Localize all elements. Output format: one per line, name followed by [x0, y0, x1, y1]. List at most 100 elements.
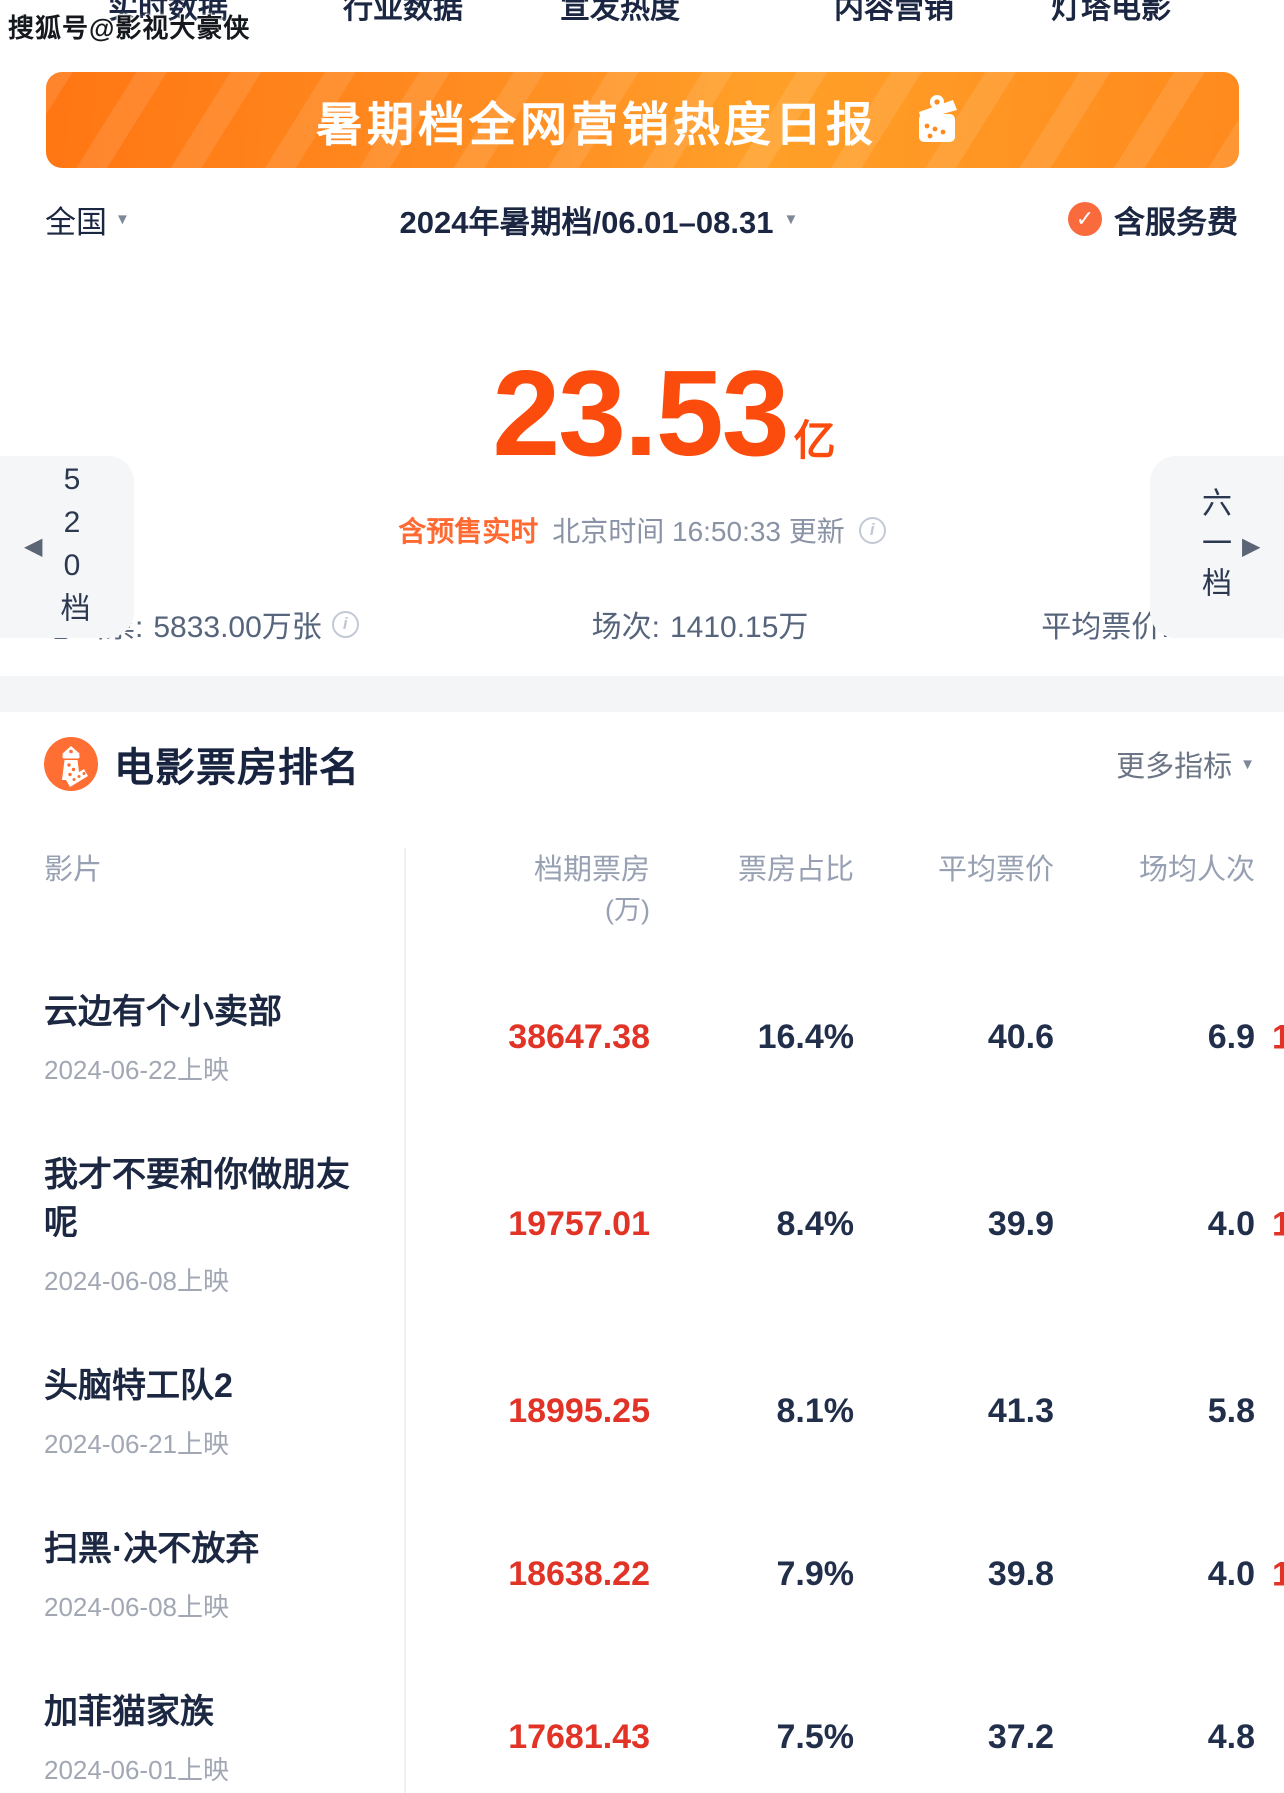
- box-office-value: 38647.38: [508, 1018, 650, 1056]
- presale-label: 含预售实时: [398, 516, 539, 547]
- header-film: 影片: [44, 854, 103, 886]
- box-office-summary: ◀ 520档 六一档 ▶ 23.53 亿 含预售实时 北京时间 16:50:33 …: [0, 352, 1284, 646]
- attendance-value: 5.8: [1207, 1392, 1255, 1430]
- check-circle-icon: ✓: [1068, 202, 1102, 236]
- movie-cell: 头脑特工队2 2024-06-21上映: [44, 1362, 404, 1461]
- clipped-next-column-value: 1: [1272, 1555, 1284, 1593]
- movie-row[interactable]: 扫黑·决不放弃 2024-06-08上映 18638.22 7.9% 39.8 …: [44, 1493, 1284, 1656]
- share-value: 7.5%: [776, 1718, 855, 1756]
- more-metrics-button[interactable]: 更多指标 ▼: [1116, 743, 1255, 785]
- release-date: 2024-06-08上映: [44, 1592, 229, 1622]
- stats-row: 总出票: 5833.00万张 i 场次: 1410.15万 平均票价: 40.4: [45, 602, 1238, 646]
- watermark: 搜狐号@影视大豪侠: [8, 13, 251, 43]
- avg-price-value: 39.9: [987, 1205, 1054, 1243]
- movie-row[interactable]: 头脑特工队2 2024-06-21上映 18995.25 8.1% 41.3 5…: [44, 1330, 1255, 1493]
- info-icon[interactable]: i: [331, 610, 359, 638]
- ranking-table: 影片 档期票房 (万) 票房占比 平均票价 场均人次 云边有个小卖部 2024-…: [44, 848, 1284, 1793]
- prev-period-label: 520档: [55, 462, 89, 632]
- period-selector[interactable]: 2024年暑期档/06.01–08.31 ▼: [130, 197, 1068, 242]
- movie-row[interactable]: 云边有个小卖部 2024-06-22上映 38647.38 16.4% 40.6…: [44, 956, 1284, 1119]
- attendance-value: 4.8: [1207, 1718, 1255, 1756]
- box-office-value: 17681.43: [508, 1718, 650, 1756]
- region-selector[interactable]: 全国 ▼: [45, 197, 130, 242]
- update-time-row: 含预售实时 北京时间 16:50:33 更新 i: [0, 510, 1284, 550]
- next-period-button[interactable]: 六一档 ▶: [1150, 456, 1284, 638]
- section-title: 电影票房排名: [114, 746, 360, 790]
- service-fee-toggle[interactable]: ✓ 含服务费: [1068, 197, 1238, 242]
- column-divider: [404, 848, 406, 1793]
- attendance-value: 6.9: [1207, 1018, 1255, 1056]
- total-box-office-value: 23.53: [492, 345, 789, 481]
- movie-title: 头脑特工队2: [44, 1367, 233, 1405]
- info-icon[interactable]: i: [858, 516, 886, 544]
- avg-price-value: 41.3: [987, 1392, 1054, 1430]
- chevron-down-icon: ▼: [115, 210, 130, 228]
- chevron-right-icon: ▶: [1242, 533, 1261, 560]
- period-label: 2024年暑期档/06.01–08.31: [399, 204, 774, 240]
- movie-cell: 云边有个小卖部 2024-06-22上映: [44, 988, 404, 1087]
- clipped-next-column-value: 1: [1272, 1018, 1284, 1056]
- release-date: 2024-06-08上映: [44, 1266, 229, 1296]
- movie-cell: 我才不要和你做朋友呢 2024-06-08上映: [44, 1151, 404, 1298]
- header-box-office: 档期票房 (万): [533, 854, 650, 925]
- movie-title: 加菲猫家族: [44, 1693, 214, 1731]
- region-label: 全国: [45, 204, 107, 240]
- share-value: 16.4%: [757, 1018, 854, 1056]
- service-fee-label: 含服务费: [1114, 204, 1238, 240]
- share-value: 7.9%: [776, 1555, 855, 1593]
- header-share: 票房占比: [737, 854, 854, 886]
- movie-row[interactable]: 我才不要和你做朋友呢 2024-06-08上映 19757.01 8.4% 39…: [44, 1119, 1284, 1330]
- top-nav-tab[interactable]: 行业数据: [343, 0, 463, 25]
- chevron-left-icon: ◀: [24, 533, 43, 560]
- movie-title: 云边有个小卖部: [44, 993, 282, 1031]
- chevron-down-icon: ▼: [783, 210, 799, 228]
- filter-row: 全国 ▼ 2024年暑期档/06.01–08.31 ▼ ✓ 含服务费: [45, 196, 1238, 242]
- movie-cell: 扫黑·决不放弃 2024-06-08上映: [44, 1525, 404, 1624]
- box-office-value: 18638.22: [508, 1555, 650, 1593]
- beacon-logo-icon: [44, 737, 98, 791]
- clapperboard-icon: [919, 95, 957, 142]
- movie-row[interactable]: 加菲猫家族 2024-06-01上映 17681.43 7.5% 37.2 4.…: [44, 1656, 1255, 1793]
- share-value: 8.4%: [776, 1205, 855, 1243]
- avg-price-value: 40.6: [987, 1018, 1054, 1056]
- report-banner: 暑期档全网营销热度日报: [46, 72, 1239, 168]
- release-date: 2024-06-22上映: [44, 1055, 229, 1085]
- total-box-office: 23.53 亿: [22, 352, 1284, 474]
- total-box-office-unit: 亿: [793, 417, 836, 464]
- header-avg-price: 平均票价: [937, 854, 1054, 886]
- top-nav-tab[interactable]: 实时数据: [108, 0, 228, 25]
- share-value: 8.1%: [776, 1392, 855, 1430]
- stat-value: 5833.00万张: [153, 611, 322, 644]
- stat-label: 平均票价:: [1041, 611, 1170, 644]
- next-period-label: 六一档: [1197, 487, 1230, 607]
- attendance-value: 4.0: [1207, 1555, 1255, 1593]
- stat-shows: 场次: 1410.15万: [592, 602, 809, 646]
- more-metrics-label: 更多指标: [1116, 751, 1233, 783]
- top-nav-tab[interactable]: 内容营销: [834, 0, 954, 25]
- banner-title: 暑期档全网营销热度日报: [316, 97, 877, 151]
- movie-title: 我才不要和你做朋友呢: [44, 1156, 350, 1242]
- top-nav-tab[interactable]: 灯塔电影: [1051, 0, 1171, 25]
- ranking-header: 电影票房排名 更多指标 ▼: [44, 736, 1255, 792]
- top-nav: 实时数据 行业数据 宣发热度 内容营销 灯塔电影: [0, 0, 1284, 32]
- table-body: 云边有个小卖部 2024-06-22上映 38647.38 16.4% 40.6…: [44, 956, 1284, 1793]
- avg-price-value: 37.2: [987, 1718, 1054, 1756]
- attendance-value: 4.0: [1207, 1205, 1255, 1243]
- section-divider: [0, 676, 1284, 712]
- avg-price-value: 39.8: [987, 1555, 1054, 1593]
- release-date: 2024-06-01上映: [44, 1755, 229, 1785]
- prev-period-button[interactable]: ◀ 520档: [0, 456, 134, 638]
- table-header-row: 影片 档期票房 (万) 票房占比 平均票价 场均人次: [44, 852, 1255, 932]
- stat-total-tickets: 总出票: 5833.00万张 i: [45, 602, 359, 646]
- box-office-value: 19757.01: [508, 1205, 650, 1243]
- header-attendance: 场均人次: [1138, 854, 1255, 886]
- top-nav-tab[interactable]: 宣发热度: [560, 0, 680, 25]
- box-office-value: 18995.25: [508, 1392, 650, 1430]
- stat-label: 场次:: [591, 611, 660, 644]
- stat-value: 1410.15万: [669, 611, 809, 644]
- movie-title: 扫黑·决不放弃: [44, 1530, 260, 1568]
- movie-cell: 加菲猫家族 2024-06-01上映: [44, 1688, 404, 1787]
- release-date: 2024-06-21上映: [44, 1429, 229, 1459]
- ranking-section: 电影票房排名 更多指标 ▼ 影片 档期票房 (万) 票房占比 平均票价 场均人次…: [0, 736, 1284, 1793]
